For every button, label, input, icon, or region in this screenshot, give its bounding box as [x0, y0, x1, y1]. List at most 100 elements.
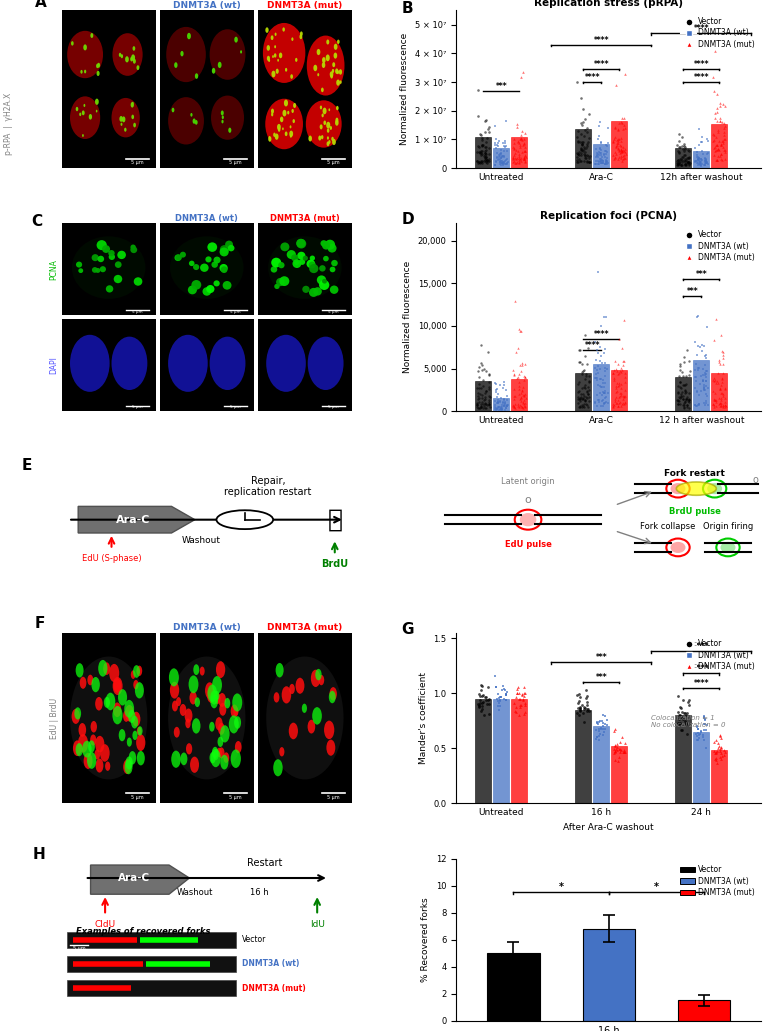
Point — [501, 142, 514, 159]
Point — [476, 130, 488, 146]
Circle shape — [276, 278, 285, 287]
Point — [697, 378, 710, 395]
Point — [694, 134, 707, 151]
Point — [681, 341, 694, 358]
Circle shape — [205, 683, 215, 699]
Point — [591, 145, 604, 162]
Circle shape — [281, 687, 291, 703]
Point — [715, 136, 727, 153]
Circle shape — [279, 747, 285, 757]
Point — [511, 685, 524, 701]
Point — [717, 343, 729, 360]
Point — [698, 711, 711, 728]
Point — [481, 130, 494, 146]
Bar — [475, 699, 491, 803]
Point — [478, 707, 491, 724]
Circle shape — [277, 124, 281, 130]
Bar — [488, 953, 540, 1021]
Point — [681, 399, 693, 415]
Point — [598, 375, 611, 392]
Point — [676, 364, 688, 380]
Circle shape — [211, 749, 221, 767]
Bar — [694, 732, 709, 803]
Point — [692, 725, 704, 741]
Point — [689, 368, 701, 385]
Point — [619, 743, 631, 760]
Point — [617, 391, 629, 407]
Point — [619, 143, 631, 160]
Point — [494, 689, 507, 705]
Point — [500, 686, 512, 702]
Circle shape — [225, 698, 230, 708]
Circle shape — [219, 247, 228, 257]
Point — [701, 156, 714, 172]
Circle shape — [125, 57, 129, 63]
Circle shape — [287, 110, 289, 114]
Point — [617, 357, 629, 373]
Point — [578, 699, 590, 716]
Point — [481, 397, 493, 413]
Point — [610, 139, 622, 156]
Point — [598, 395, 611, 411]
Text: Repair,
replication restart: Repair, replication restart — [225, 475, 311, 497]
Point — [472, 155, 484, 171]
Circle shape — [271, 35, 274, 40]
Point — [510, 689, 522, 705]
Point — [495, 402, 508, 419]
Circle shape — [302, 286, 310, 293]
Point — [691, 397, 704, 413]
Circle shape — [95, 759, 103, 772]
Text: 5 µm: 5 µm — [131, 160, 143, 165]
Point — [594, 385, 607, 401]
Point — [719, 399, 731, 415]
Point — [479, 146, 491, 163]
Point — [707, 392, 720, 408]
Point — [611, 135, 624, 152]
Point — [476, 357, 488, 373]
Point — [598, 374, 610, 391]
Point — [715, 114, 727, 131]
Circle shape — [108, 251, 115, 257]
Circle shape — [221, 266, 228, 273]
Point — [476, 387, 488, 403]
Point — [683, 353, 695, 369]
Point — [519, 368, 531, 385]
Circle shape — [297, 252, 305, 260]
Text: *: * — [654, 883, 659, 892]
Point — [709, 744, 721, 761]
Point — [598, 362, 611, 378]
Point — [614, 398, 627, 414]
Point — [581, 135, 593, 152]
Point — [700, 153, 712, 169]
Point — [674, 699, 687, 716]
Circle shape — [137, 727, 141, 735]
Point — [518, 678, 530, 695]
Circle shape — [180, 704, 186, 716]
Point — [593, 143, 605, 160]
Point — [574, 141, 587, 158]
Point — [511, 369, 524, 386]
Point — [593, 118, 605, 134]
Point — [694, 155, 707, 171]
Point — [574, 397, 586, 413]
Circle shape — [195, 697, 200, 707]
Point — [513, 155, 525, 171]
Point — [479, 391, 491, 407]
Point — [595, 379, 608, 396]
Point — [613, 376, 625, 393]
Point — [477, 687, 489, 703]
Point — [578, 139, 591, 156]
Point — [513, 135, 525, 152]
Point — [615, 742, 628, 759]
Bar — [575, 373, 591, 411]
Point — [598, 385, 610, 401]
Circle shape — [82, 110, 85, 115]
Point — [680, 385, 692, 401]
Point — [619, 395, 631, 411]
Point — [601, 361, 614, 377]
Text: 5 µm: 5 µm — [131, 405, 142, 409]
Point — [508, 146, 520, 163]
Point — [501, 397, 513, 413]
Point — [492, 394, 504, 410]
Point — [516, 357, 528, 373]
